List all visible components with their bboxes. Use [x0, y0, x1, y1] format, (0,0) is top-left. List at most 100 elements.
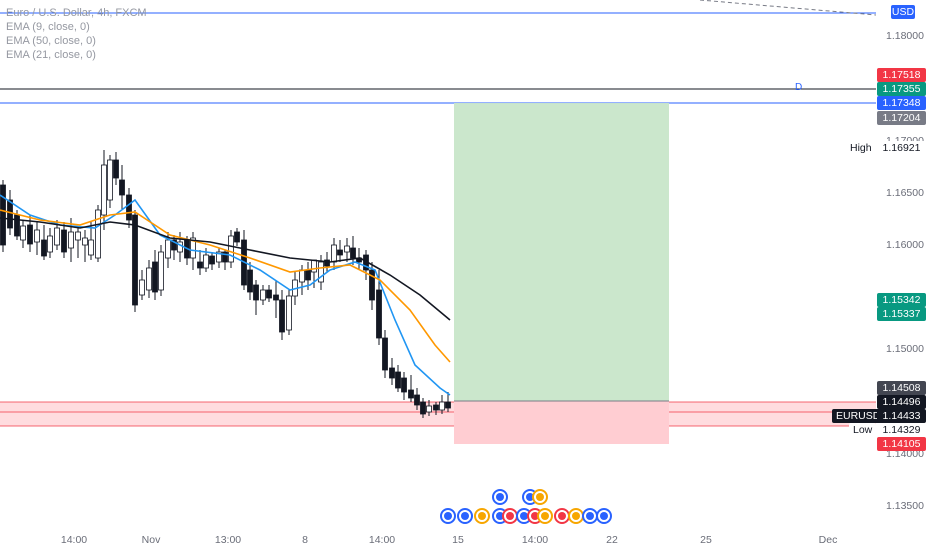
candle-body [47, 235, 53, 253]
candle-body [234, 231, 240, 243]
time-tick: Dec [818, 534, 838, 546]
candle-body [216, 251, 222, 263]
candle-body [331, 244, 337, 263]
candle-body [27, 224, 33, 245]
time-tick: 14:00 [368, 534, 396, 546]
time-tick: 15 [452, 534, 464, 546]
candle-body [119, 179, 125, 196]
economic-event-icon-dot [496, 493, 504, 501]
candle-body [132, 214, 138, 306]
candle-body [61, 229, 67, 253]
drawing-marker: D [795, 82, 802, 93]
candle-body [171, 239, 177, 251]
candle-body [82, 237, 88, 246]
ema50-line [0, 217, 451, 321]
candle-body [165, 239, 171, 259]
trend-line [699, 0, 876, 16]
candle-body [228, 235, 234, 263]
time-tick: 8 [302, 534, 308, 546]
candle-body [247, 269, 253, 293]
time-tick: 14:00 [60, 534, 88, 546]
candle-body [395, 371, 401, 389]
time-tick: 13:00 [214, 534, 242, 546]
chart-legend: Euro / U.S. Dollar, 4h, FXCM EMA (9, clo… [6, 6, 147, 62]
candle-body [376, 289, 382, 339]
ema9-legend[interactable]: EMA (9, close, 0) [6, 21, 90, 33]
economic-event-icon-dot [506, 512, 514, 520]
economic-event-icon-dot [520, 512, 528, 520]
candle-body [318, 261, 324, 283]
economic-event-icon-dot [541, 512, 549, 520]
time-axis[interactable]: 14:00 Nov 13:00 8 14:00 15 14:00 22 25 D… [0, 530, 876, 550]
candle-body [260, 289, 266, 301]
time-tick: 14:00 [521, 534, 549, 546]
economic-event-icon-dot [526, 493, 534, 501]
candle-body [158, 251, 164, 291]
price-badge: 1.17204 [877, 111, 926, 125]
economic-event-icon-dot [586, 512, 594, 520]
time-tick: 25 [700, 534, 712, 546]
candle-body [324, 259, 330, 267]
candle-body [433, 404, 439, 411]
candle-body [209, 255, 215, 265]
chart-canvas[interactable]: D [0, 0, 876, 530]
candle-body [139, 279, 145, 296]
economic-event-icon-dot [572, 512, 580, 520]
candle-body [126, 194, 132, 221]
candle-body [152, 261, 158, 293]
candle-body [107, 159, 113, 201]
symbol-title[interactable]: Euro / U.S. Dollar, 4h, FXCM [6, 7, 147, 19]
currency-badge[interactable]: USD [891, 5, 915, 19]
candle-body [299, 269, 305, 283]
candle-body [344, 245, 350, 253]
economic-event-icon-dot [478, 512, 486, 520]
candle-body [197, 261, 203, 269]
candle-body [445, 401, 451, 409]
candle-body [273, 294, 279, 301]
candle-body [350, 247, 356, 259]
price-tick: 1.15000 [886, 343, 924, 355]
candle-body [222, 251, 228, 263]
time-tick: 22 [606, 534, 618, 546]
candle-body [401, 377, 407, 393]
candle-body [369, 269, 375, 301]
candle-body [203, 254, 209, 269]
candle-body [41, 239, 47, 257]
ema21-legend[interactable]: EMA (21, close, 0) [6, 49, 96, 61]
economic-event-icon-dot [496, 512, 504, 520]
candle-body [14, 214, 20, 237]
economic-event-icon-dot [600, 512, 608, 520]
price-badge: 1.15342 [877, 293, 926, 307]
candle-body [20, 225, 26, 241]
candle-body [54, 227, 60, 246]
price-tick: 1.13500 [886, 500, 924, 512]
candle-body [420, 401, 426, 415]
candle-body [305, 269, 311, 281]
price-badge: 1.17518 [877, 68, 926, 82]
candle-body [75, 231, 81, 241]
price-tick: 1.16500 [886, 187, 924, 199]
economic-event-icon-dot [531, 512, 539, 520]
ema21-line [0, 209, 451, 363]
loss-zone [454, 401, 669, 444]
candle-body [426, 405, 432, 413]
price-badge: 1.14433 [877, 409, 926, 423]
price-tick: 1.14000 [886, 448, 924, 460]
price-tick: 1.16000 [886, 239, 924, 251]
symbol-label: EURUSD [832, 409, 885, 423]
price-badge: 1.14496 [877, 395, 926, 409]
candle-body [439, 401, 445, 411]
ema50-legend[interactable]: EMA (50, close, 0) [6, 35, 96, 47]
candle-body [286, 295, 292, 331]
candle-body [113, 159, 119, 179]
candle-body [7, 199, 13, 229]
candle-body [34, 229, 40, 243]
low-label: Low [849, 423, 877, 437]
price-chart[interactable]: D Euro / U.S. Dollar, 4h, FXCM EMA (9, c… [0, 0, 876, 530]
candle-body [68, 231, 74, 249]
time-tick: Nov [141, 534, 161, 546]
high-value: 1.16921 [877, 141, 926, 155]
price-tick: 1.18000 [886, 30, 924, 42]
candle-body [279, 299, 285, 333]
economic-event-icon-dot [536, 493, 544, 501]
